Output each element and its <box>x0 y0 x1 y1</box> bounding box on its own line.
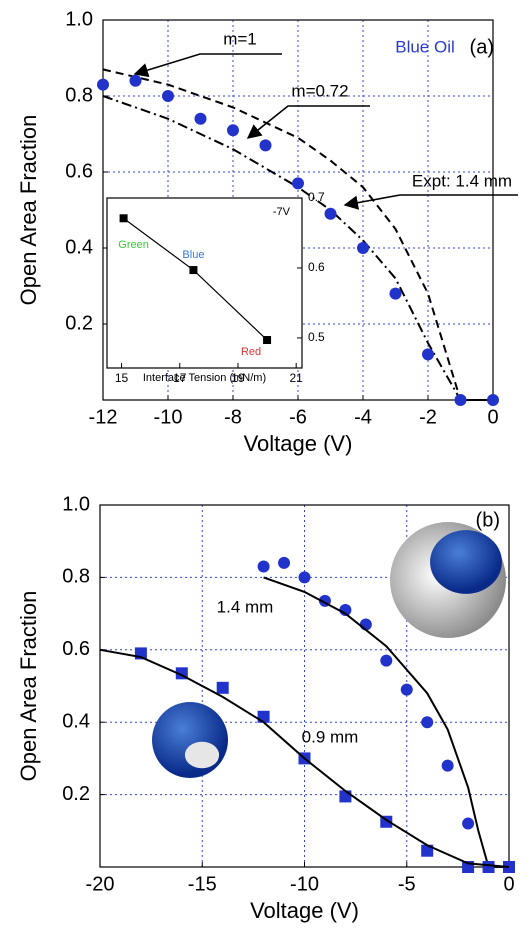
series-label: 1.4 mm <box>217 597 274 616</box>
x-tick-label: 15 <box>115 371 129 385</box>
data-point <box>487 394 499 406</box>
x-tick-label: -12 <box>89 406 118 428</box>
plot-area <box>107 198 302 368</box>
annotation: Blue Oil <box>395 37 455 56</box>
y-tick-label: 0.8 <box>65 84 93 106</box>
y-tick-label: 0.6 <box>308 260 325 274</box>
data-point <box>389 287 402 300</box>
data-point <box>257 710 270 723</box>
x-tick-label: 19 <box>231 371 245 385</box>
x-tick-label: -5 <box>398 873 416 895</box>
droplet-base <box>184 741 220 769</box>
label-arrow <box>246 105 370 139</box>
x-axis-label: Interface Tension (mN/m) <box>143 372 266 384</box>
plot-frame <box>99 504 510 868</box>
x-tick-label: -2 <box>419 406 437 428</box>
data-point <box>129 74 142 87</box>
plot-frame <box>106 197 303 369</box>
x-tick-label: -6 <box>289 406 307 428</box>
series-label: m=1 <box>223 29 257 48</box>
x-tick-label: 0 <box>487 406 498 428</box>
x-axis-label: Voltage (V) <box>244 431 353 456</box>
data-point <box>400 683 413 696</box>
label-arrow <box>343 194 518 210</box>
data-point <box>482 861 495 873</box>
series-line <box>99 648 510 868</box>
x-tick-label: 0 <box>503 873 514 895</box>
data-point <box>357 242 369 254</box>
annotation: (a) <box>470 36 494 58</box>
y-tick-label: 0.8 <box>62 566 90 588</box>
y-tick-label: 0.2 <box>62 783 90 805</box>
data-point <box>257 560 270 573</box>
label-arrow <box>133 53 282 78</box>
data-point <box>278 556 291 569</box>
data-point <box>422 348 434 361</box>
annotation: -7V <box>273 206 291 218</box>
droplet-ink <box>430 530 502 594</box>
y-tick-label: 0.4 <box>62 710 90 732</box>
point-label: Blue <box>182 249 204 261</box>
data-point <box>259 139 272 152</box>
data-point <box>380 654 393 667</box>
x-tick-label: 21 <box>289 371 303 385</box>
y-tick-label: 0.7 <box>308 190 325 204</box>
y-axis-label: Open Area Fraction <box>16 591 41 782</box>
data-point <box>441 759 454 772</box>
droplet-ink <box>152 702 228 778</box>
series-label: Expt: 1.4 mm <box>412 171 512 190</box>
data-point <box>189 266 198 275</box>
point-label: Green <box>118 239 149 251</box>
data-point <box>454 394 467 406</box>
data-point <box>421 844 434 857</box>
y-tick-label: 0.5 <box>308 330 325 344</box>
x-tick-label: -20 <box>86 873 115 895</box>
data-point <box>97 78 109 91</box>
data-point <box>324 207 337 220</box>
plot-frame <box>102 19 494 401</box>
data-point <box>162 90 174 102</box>
y-tick-label: 1.0 <box>62 493 90 515</box>
data-point <box>227 124 239 137</box>
y-tick-label: 1.0 <box>65 8 93 30</box>
x-tick-label: -15 <box>188 873 217 895</box>
data-point <box>119 214 128 223</box>
data-point <box>462 817 475 830</box>
x-tick-label: 17 <box>173 371 187 385</box>
series-label: 0.9 mm <box>302 727 359 746</box>
annotation: (b) <box>476 509 500 531</box>
data-point <box>216 681 229 694</box>
series-label: m=0.72 <box>291 81 348 100</box>
y-tick-label: 0.4 <box>65 236 93 258</box>
data-point <box>339 790 352 803</box>
x-tick-label: -8 <box>224 406 242 428</box>
data-point <box>263 336 272 345</box>
droplet-photo-large <box>390 522 506 638</box>
y-axis-label: Open Area Fraction <box>16 115 41 306</box>
y-tick-label: 0.2 <box>65 312 93 334</box>
point-label: Red <box>241 346 261 358</box>
x-tick-label: -10 <box>154 406 183 428</box>
x-tick-label: -4 <box>354 406 372 428</box>
data-point <box>292 177 304 190</box>
droplet-photo-small <box>152 702 228 778</box>
data-point <box>194 112 207 125</box>
x-axis-label: Voltage (V) <box>250 898 359 923</box>
data-point <box>421 716 434 729</box>
y-tick-label: 0.6 <box>62 638 90 660</box>
x-tick-label: -10 <box>290 873 319 895</box>
series-line <box>102 68 493 401</box>
data-point <box>298 571 311 584</box>
series-line <box>263 576 509 868</box>
y-tick-label: 0.6 <box>65 160 93 182</box>
